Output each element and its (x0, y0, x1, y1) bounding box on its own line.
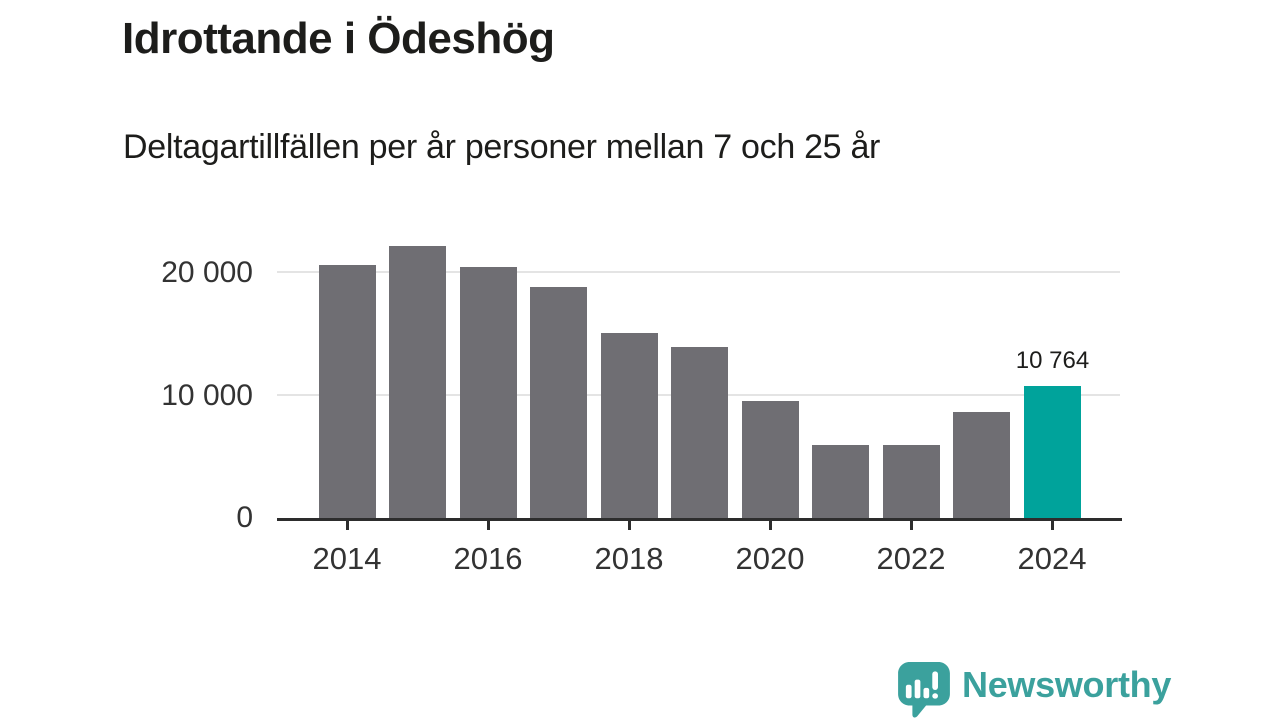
x-tick-2014 (346, 521, 349, 530)
x-tick-label-2016: 2016 (453, 541, 523, 576)
bar-2024 (1024, 386, 1081, 518)
x-tick-label-2014: 2014 (312, 541, 382, 576)
x-tick-2020 (769, 521, 772, 530)
bar-2022 (883, 445, 940, 518)
plot-area (277, 0, 1120, 518)
bar-2020 (742, 401, 799, 518)
highlight-value-label: 10 764 (1015, 347, 1090, 374)
bar-2023 (953, 412, 1010, 518)
y-tick-label-10000: 10 000 (161, 379, 253, 412)
bar-2014 (319, 265, 376, 518)
chart-subtitle: Deltagartillfällen per år personer mella… (123, 128, 881, 166)
bar-2017 (530, 287, 587, 518)
bar-2018 (601, 333, 658, 518)
x-tick-label-2020: 2020 (735, 541, 805, 576)
newsworthy-logo-text: Newsworthy (962, 664, 1172, 705)
bar-2015 (389, 246, 446, 518)
newsworthy-logo: Newsworthy (898, 662, 1171, 719)
chart-title: Idrottande i Ödeshög (122, 14, 555, 63)
x-tick-2024 (1051, 521, 1054, 530)
newsworthy-logo-icon (898, 662, 950, 718)
x-tick-label-2022: 2022 (876, 541, 946, 576)
x-tick-2018 (628, 521, 631, 530)
x-tick-2022 (910, 521, 913, 530)
y-tick-label-0: 0 (236, 501, 253, 534)
x-tick-2016 (487, 521, 490, 530)
bar-2019 (671, 347, 728, 518)
y-tick-label-20000: 20 000 (161, 256, 253, 289)
gridline-20000 (277, 271, 1120, 273)
x-axis-line (277, 518, 1122, 521)
x-tick-label-2024: 2024 (1017, 541, 1087, 576)
bar-2021 (812, 445, 869, 518)
bar-2016 (460, 267, 517, 518)
x-tick-label-2018: 2018 (594, 541, 664, 576)
